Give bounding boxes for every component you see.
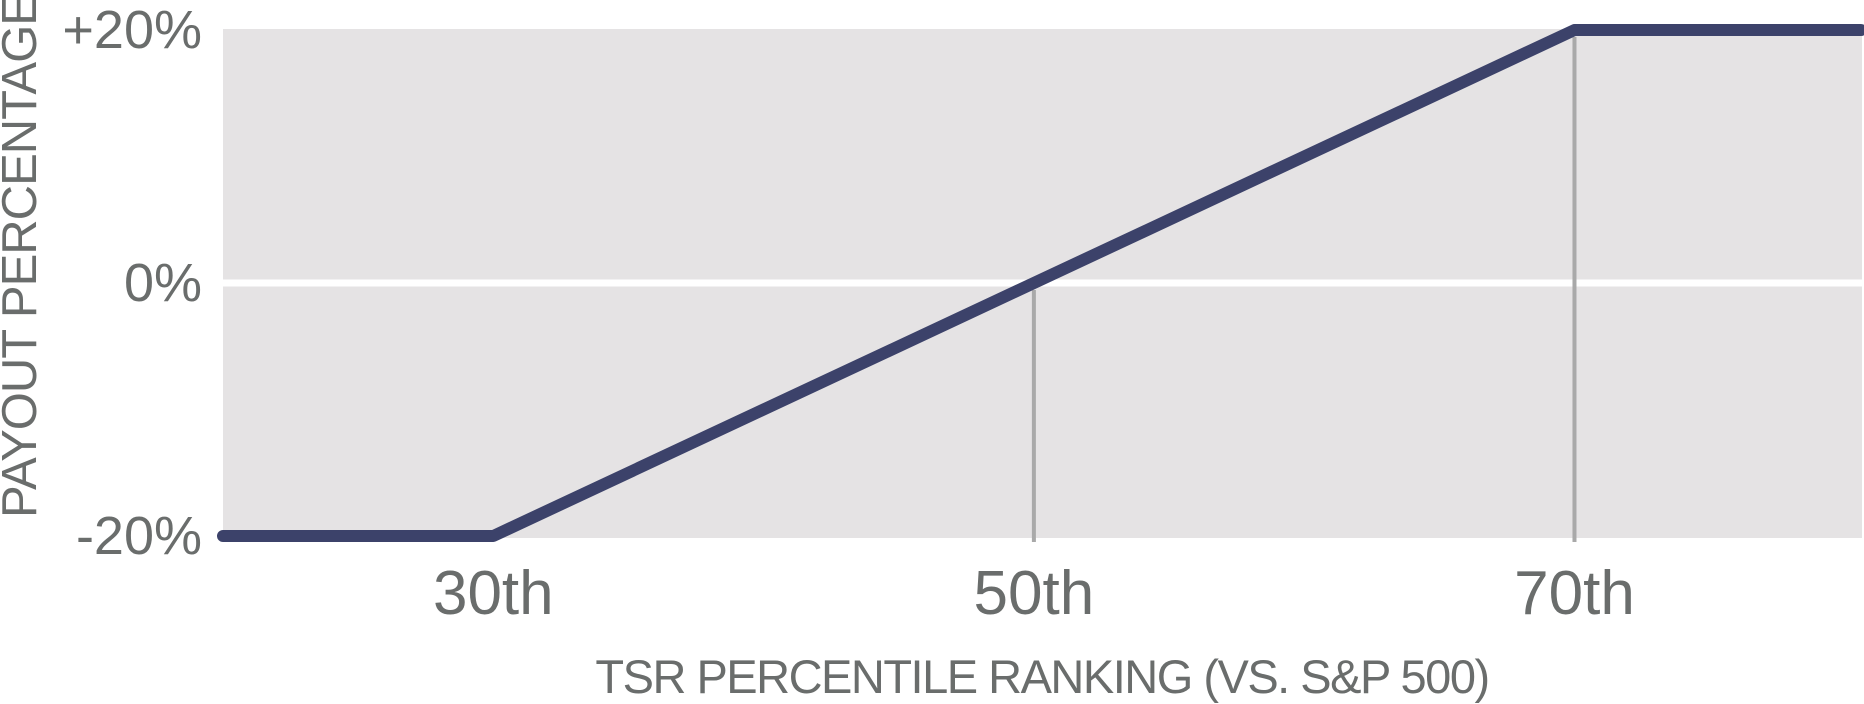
x-tick-label: 50th — [973, 559, 1095, 628]
x-axis-title: TSR PERCENTILE RANKING (VS. S&P 500) — [595, 650, 1490, 703]
y-tick-label: 0% — [123, 253, 202, 313]
y-tick-label: -20% — [75, 506, 202, 566]
payout-line — [217, 24, 1864, 542]
y-tick-label: +20% — [62, 0, 202, 60]
x-tick-label: 30th — [432, 559, 554, 628]
x-tick-label: 70th — [1514, 559, 1635, 628]
